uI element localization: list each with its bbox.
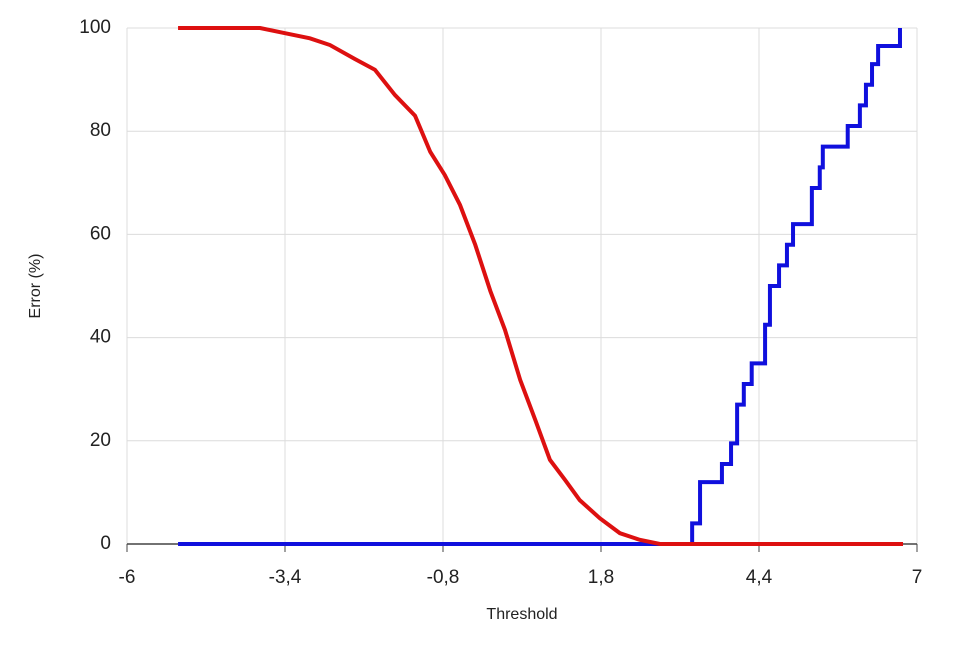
x-tick-label: -3,4 <box>269 567 302 588</box>
y-tick-label: 0 <box>100 533 111 554</box>
y-tick-label: 40 <box>90 327 111 348</box>
x-tick-label: -0,8 <box>427 567 460 588</box>
y-axis-title: Error (%) <box>27 254 44 319</box>
x-tick-label: -6 <box>119 567 136 588</box>
x-tick-label: 7 <box>912 567 923 588</box>
y-tick-label: 80 <box>90 120 111 141</box>
x-tick-label: 1,8 <box>588 567 614 588</box>
y-tick-label: 100 <box>79 17 111 38</box>
x-axis-title: Threshold <box>486 606 557 623</box>
x-tick-label: 4,4 <box>746 567 773 588</box>
y-tick-label: 60 <box>90 223 111 244</box>
y-tick-label: 20 <box>90 430 111 451</box>
data-line <box>178 28 902 546</box>
data-line <box>178 26 904 546</box>
